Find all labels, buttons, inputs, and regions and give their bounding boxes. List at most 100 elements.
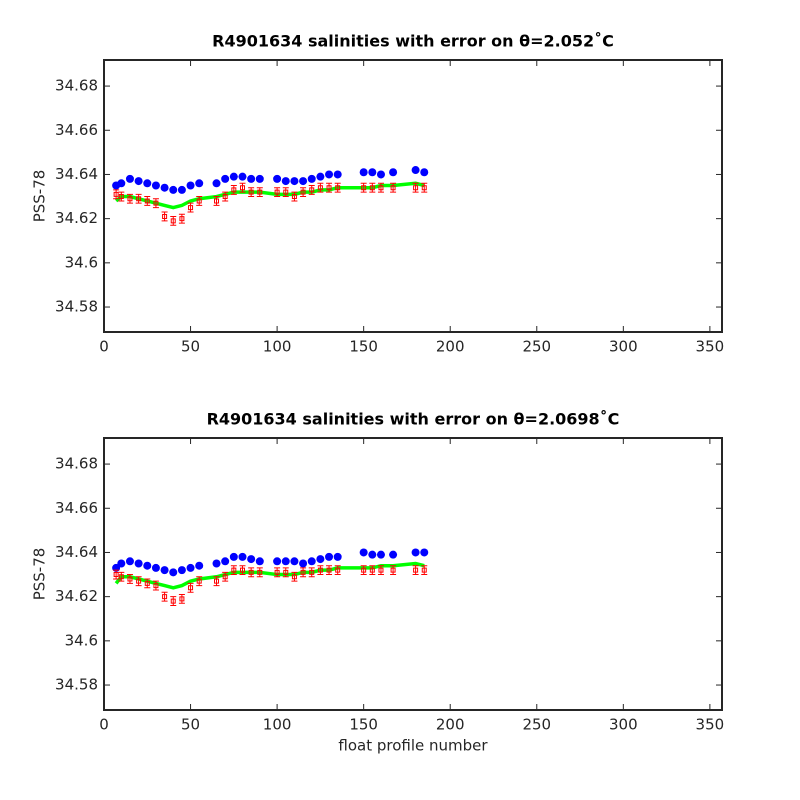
calibrated-errorbar (144, 196, 151, 206)
y-tick-label: 34.68 (55, 455, 98, 473)
calibrated-errorbar (135, 193, 142, 204)
calibrated-errorbar (230, 565, 237, 576)
y-tick-label: 34.64 (55, 543, 98, 561)
calibrated-errorbar (326, 565, 333, 576)
x-axis-label: float profile number (338, 737, 488, 755)
salinity-point (125, 557, 134, 566)
calibrated-errorbar (118, 571, 125, 582)
salinity-point (368, 168, 377, 177)
x-tick-label: 50 (181, 338, 200, 356)
calibrated-errorbar (239, 182, 246, 193)
calibrated-errorbar (412, 565, 419, 576)
calibrated-errorbar (334, 565, 341, 576)
calibrated-errorbar (161, 211, 168, 222)
calibrated-errorbar (360, 182, 367, 193)
salinity-point (368, 550, 377, 559)
salinity-point (299, 559, 308, 568)
salinity-point (134, 559, 143, 568)
salinity-point (359, 548, 368, 557)
salinity-point (151, 563, 160, 572)
salinity-point (221, 557, 230, 566)
calibrated-errorbar (239, 565, 246, 576)
salinity-point (117, 179, 126, 188)
calibrated-errorbar (144, 578, 151, 589)
salinity-point (229, 172, 238, 181)
salinity-point (134, 177, 143, 186)
calibrated-errorbar (161, 591, 168, 602)
salinity-point (411, 166, 420, 175)
salinity-point (247, 555, 256, 564)
salinity-point (420, 168, 429, 177)
calibrated-errorbar (282, 567, 289, 578)
salinity-point (325, 170, 334, 179)
calibrated-errorbar (135, 576, 142, 587)
y-tick-label: 34.58 (55, 676, 98, 694)
salinity-point (177, 185, 186, 194)
calibrated-errorbar (256, 187, 263, 198)
calibrated-errorbar (196, 196, 203, 206)
calibrated-errorbar (274, 567, 281, 578)
x-tick-label: 50 (181, 716, 200, 734)
salinity-point (221, 174, 230, 183)
calibrated-errorbar (152, 580, 159, 591)
salinity-point (212, 179, 221, 188)
salinity-point (411, 548, 420, 557)
calibrated-errorbar (360, 565, 367, 576)
calibrated-errorbar (152, 198, 159, 209)
salinity-point (117, 559, 126, 568)
salinity-point (333, 170, 342, 179)
salinity-point (316, 555, 325, 564)
calibrated-errorbar (308, 185, 315, 195)
calibrated-errorbar (326, 182, 333, 193)
salinity-point (376, 170, 385, 179)
salinity-point (160, 183, 169, 192)
salinity-point (177, 566, 186, 575)
calibrated-errorbar (369, 565, 376, 576)
x-tick-label: 0 (99, 338, 109, 356)
salinity-point (169, 185, 178, 194)
calibrated-errorbar (334, 182, 341, 193)
calibrated-errorbar (230, 185, 237, 195)
salinity-point (229, 552, 238, 561)
calibrated-errorbar (421, 565, 428, 576)
calibrated-errorbar (390, 565, 397, 576)
calibrated-errorbar (291, 191, 298, 202)
calibrated-errorbar (126, 193, 133, 204)
calibrated-errorbar (274, 187, 281, 198)
x-tick-label: 150 (349, 716, 378, 734)
x-tick-label: 100 (263, 338, 292, 356)
x-tick-label: 250 (522, 716, 551, 734)
axes-box (103, 59, 723, 333)
y-tick-label: 34.62 (55, 209, 98, 227)
x-tick-label: 0 (99, 716, 109, 734)
chart-title: R4901634 salinities with error on θ=2.05… (212, 32, 614, 51)
calibrated-errorbar (170, 596, 177, 606)
y-tick-label: 34.6 (65, 253, 98, 271)
calibrated-errorbar (178, 593, 185, 604)
salinity-point (195, 179, 204, 188)
calibrated-errorbar (170, 215, 177, 226)
salinity-point (420, 548, 429, 557)
y-axis-label: PSS-78 (31, 170, 49, 223)
calibrated-errorbar (222, 191, 229, 202)
subplot: R4901634 salinities with error on θ=2.05… (31, 32, 725, 356)
y-axis-label: PSS-78 (31, 548, 49, 601)
calibrated-errorbar (377, 182, 384, 193)
calibrated-errorbar (222, 571, 229, 582)
x-tick-label: 300 (609, 338, 638, 356)
calibrated-errorbar (196, 576, 203, 587)
calibrated-errorbar (118, 191, 125, 202)
salinity-point (316, 172, 325, 181)
y-tick-label: 34.66 (55, 499, 98, 517)
axes-box (103, 437, 723, 711)
salinity-point (125, 174, 134, 183)
x-tick-label: 250 (522, 338, 551, 356)
x-tick-label: 350 (696, 716, 725, 734)
salinity-point (186, 563, 195, 572)
salinity-point (333, 552, 342, 561)
salinity-point (151, 181, 160, 190)
salinity-point (290, 177, 299, 186)
calibrated-errorbar (113, 569, 120, 580)
calibrated-errorbar (187, 202, 194, 213)
salinity-point (195, 561, 204, 570)
